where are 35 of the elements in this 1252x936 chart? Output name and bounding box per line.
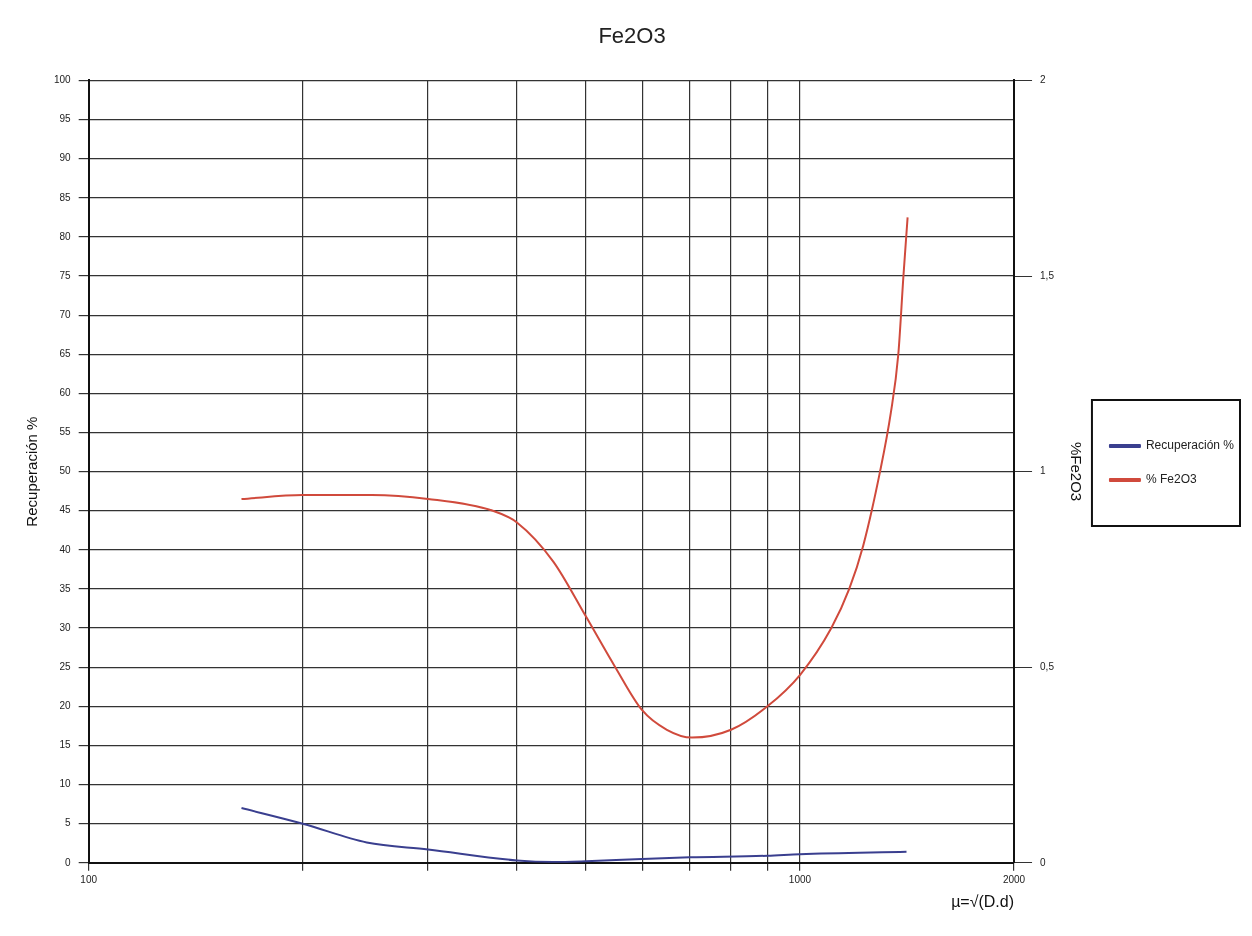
chart-title: Fe2O3	[598, 23, 666, 49]
y-tick-label: 10	[59, 778, 72, 790]
y-tick-label: 5	[65, 817, 72, 829]
y-tick-label: 85	[59, 191, 72, 203]
y-tick-label: 90	[59, 152, 72, 164]
y2-tick-label: 1	[1040, 465, 1047, 477]
y2-axis-title: %Fe2O3	[1067, 442, 1085, 502]
y2-tick-label: 0,5	[1040, 660, 1055, 672]
x-axis-title: µ=√(D.d)	[951, 892, 1015, 910]
y-tick-label: 25	[59, 660, 72, 672]
y2-tick-label: 0	[1040, 856, 1047, 868]
y-tick-label: 70	[59, 308, 72, 320]
y-tick-label: 65	[59, 347, 72, 359]
y-axis-title: Recuperación %	[23, 416, 41, 527]
y-tick-label: 40	[59, 543, 72, 555]
y2-tick-label: 2	[1040, 74, 1047, 86]
x-tick-label: 2000	[1002, 873, 1026, 885]
y-tick-label: 35	[59, 582, 72, 594]
y-tick-label: 45	[59, 504, 72, 516]
y-tick-label: 95	[59, 113, 72, 125]
y-tick-label: 55	[59, 426, 72, 438]
y-tick-label: 80	[59, 230, 72, 242]
y-tick-label: 60	[59, 387, 72, 399]
y-tick-label: 100	[54, 74, 72, 86]
y-tick-label: 75	[59, 269, 72, 281]
y-tick-label: 50	[59, 465, 72, 477]
y-tick-label: 15	[59, 739, 72, 751]
legend-label: % Fe2O3	[1145, 472, 1197, 487]
y-tick-label: 20	[59, 700, 72, 712]
y-tick-label: 0	[65, 856, 72, 868]
x-tick-label: 1000	[788, 873, 812, 885]
y2-tick-label: 1,5	[1040, 269, 1055, 281]
y-tick-label: 30	[59, 621, 72, 633]
x-tick-label: 100	[80, 873, 98, 885]
legend-label: Recuperación %	[1145, 438, 1235, 453]
